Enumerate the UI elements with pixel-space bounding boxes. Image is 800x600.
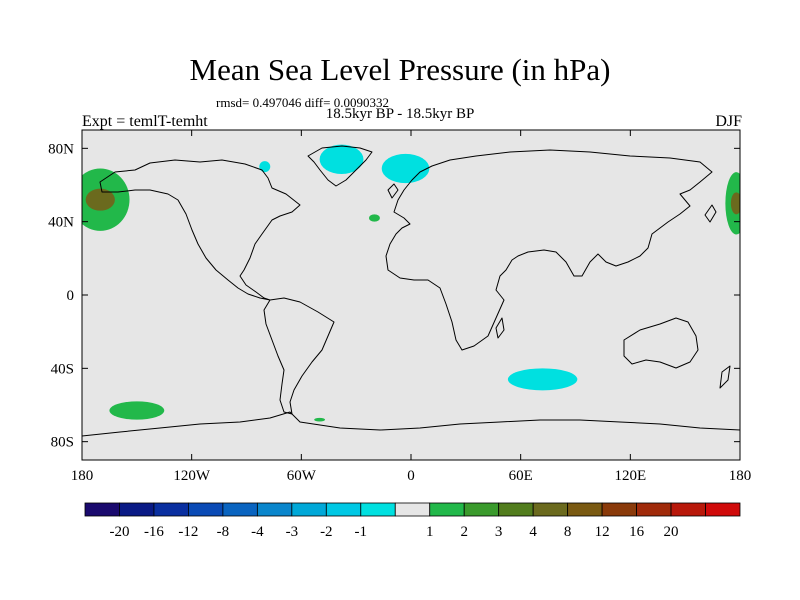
season-label: DJF bbox=[715, 113, 742, 130]
anomaly-core-north-pacific-positive-west bbox=[85, 188, 115, 211]
x-tick-label: 60W bbox=[287, 468, 317, 484]
colorbar-label: 12 bbox=[595, 524, 610, 540]
colorbar-swatch bbox=[394, 502, 431, 517]
x-tick-label: 180 bbox=[729, 468, 752, 484]
anomaly-indian-ocean-negative bbox=[507, 368, 578, 391]
colorbar-swatch bbox=[222, 502, 258, 517]
x-tick-label: 120W bbox=[173, 468, 211, 484]
colorbar-swatch bbox=[325, 502, 362, 517]
coast-japan bbox=[704, 204, 717, 223]
anomaly-norwegian-sea-negative bbox=[381, 153, 430, 184]
colorbar-swatch bbox=[636, 502, 672, 517]
x-tick-label: 120E bbox=[614, 468, 646, 484]
colorbar-label: 3 bbox=[495, 524, 503, 540]
anomaly-north-atlantic-positive bbox=[368, 214, 380, 222]
coast-antarctica bbox=[82, 411, 740, 437]
chart-title: Mean Sea Level Pressure (in hPa) bbox=[189, 52, 611, 87]
y-tick-label: 40N bbox=[48, 215, 74, 231]
colorbar-label: -3 bbox=[286, 524, 299, 540]
stats-label: rmsd= 0.497046 diff= 0.0090332 bbox=[216, 95, 389, 110]
anomaly-core-north-pacific-positive-east bbox=[730, 192, 740, 215]
colorbar-swatch bbox=[567, 502, 603, 517]
anomaly-canada-negative bbox=[259, 161, 271, 173]
x-tick-label: 0 bbox=[407, 468, 415, 484]
colorbar: -20 -16 -12 -8 -4 -3 -2 -1 1 2 3 4 8 12 16 20 bbox=[84, 502, 741, 540]
experiment-label: Expt = temlT-temht bbox=[82, 113, 208, 130]
anomaly-weddell-positive bbox=[314, 417, 326, 422]
map-axes: 180 120W 60W 0 60E 120E 180 80N 40N 0 40S 80S bbox=[48, 130, 751, 484]
coast-eurasia-africa bbox=[385, 149, 713, 351]
coastlines bbox=[82, 145, 740, 437]
colorbar-label: -4 bbox=[251, 524, 264, 540]
coast-british-isles bbox=[387, 183, 399, 199]
colorbar-swatch bbox=[256, 502, 293, 517]
colorbar-swatch bbox=[291, 502, 327, 517]
coast-madagascar bbox=[495, 317, 505, 339]
y-tick-label: 80S bbox=[51, 435, 74, 451]
anomaly-layer bbox=[82, 144, 740, 422]
colorbar-label: -16 bbox=[144, 524, 164, 540]
coast-greenland bbox=[307, 145, 373, 187]
coast-south-america bbox=[263, 297, 335, 415]
colorbar-label: 20 bbox=[664, 524, 679, 540]
colorbar-label: -8 bbox=[217, 524, 230, 540]
colorbar-swatch bbox=[705, 502, 741, 517]
colorbar-swatch bbox=[532, 502, 569, 517]
colorbar-label: -2 bbox=[320, 524, 333, 540]
colorbar-swatch bbox=[463, 502, 500, 517]
anomaly-south-pacific-positive bbox=[109, 401, 165, 420]
y-tick-label: 0 bbox=[67, 288, 75, 304]
colorbar-swatch bbox=[360, 502, 396, 517]
colorbar-label: 16 bbox=[629, 524, 645, 540]
colorbar-swatch bbox=[188, 502, 224, 517]
colorbar-label: 2 bbox=[460, 524, 468, 540]
colorbar-label: 1 bbox=[426, 524, 434, 540]
colorbar-swatch bbox=[498, 502, 534, 517]
colorbar-swatch bbox=[153, 502, 189, 517]
colorbar-label: -20 bbox=[109, 524, 129, 540]
colorbar-label: 8 bbox=[564, 524, 572, 540]
colorbar-swatch bbox=[601, 502, 637, 517]
anomaly-greenland-negative bbox=[319, 144, 364, 174]
colorbar-swatch bbox=[119, 502, 155, 517]
colorbar-swatch bbox=[84, 502, 120, 517]
x-tick-label: 60E bbox=[509, 468, 533, 484]
colorbar-swatch bbox=[429, 502, 465, 517]
coast-australia bbox=[623, 317, 699, 369]
coast-new-zealand bbox=[719, 365, 731, 389]
colorbar-label: -1 bbox=[355, 524, 368, 540]
period-label: 18.5kyr BP - 18.5kyr BP bbox=[325, 106, 475, 122]
colorbar-swatch bbox=[670, 502, 706, 517]
y-tick-label: 40S bbox=[51, 361, 74, 377]
y-tick-label: 80N bbox=[48, 141, 74, 157]
map-background bbox=[82, 130, 740, 460]
x-tick-label: 180 bbox=[71, 468, 94, 484]
colorbar-label: 4 bbox=[529, 524, 537, 540]
colorbar-label: -12 bbox=[178, 524, 198, 540]
coast-north-america bbox=[99, 159, 301, 301]
